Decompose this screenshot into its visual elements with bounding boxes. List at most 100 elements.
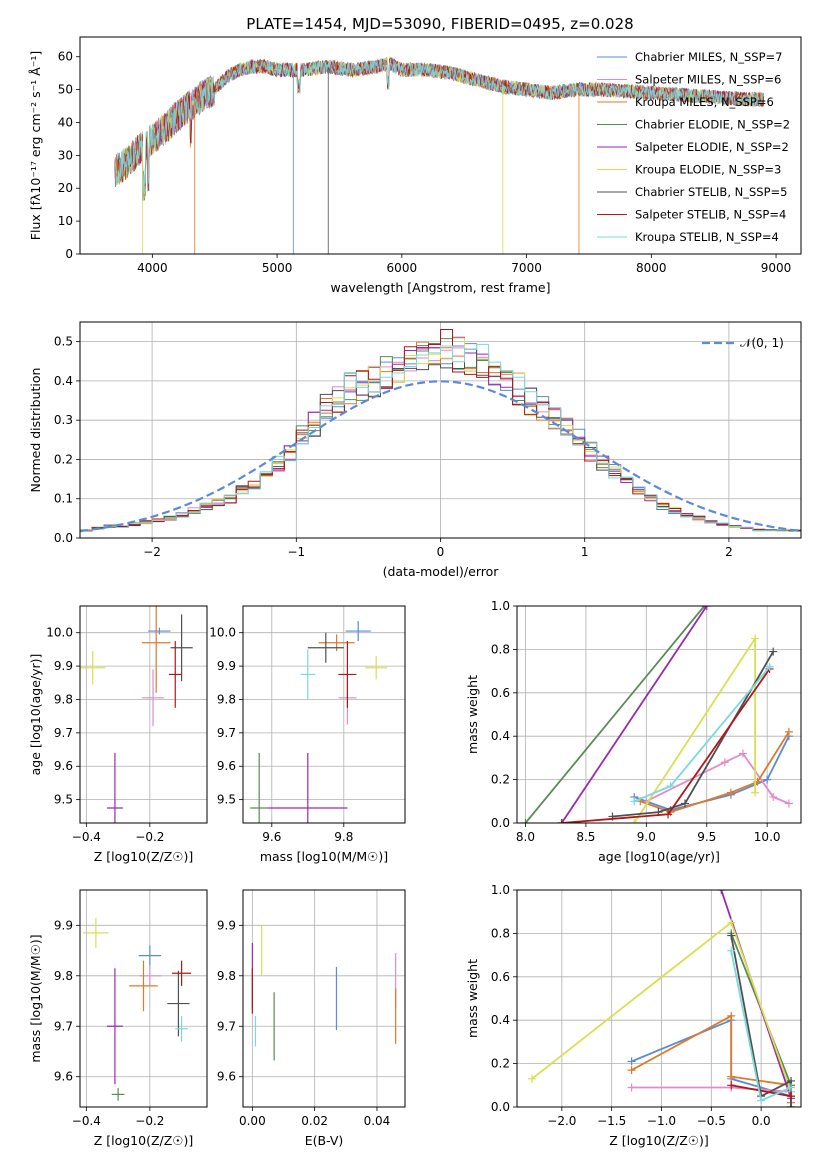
x-tick-label: −0.2	[135, 830, 164, 844]
y-tick-label: 10.0	[209, 626, 236, 640]
weight-marker	[727, 1081, 736, 1090]
y-tick-label: 9.6	[217, 759, 236, 773]
axes-frame	[79, 36, 802, 255]
x-tick-label: 10.0	[754, 830, 781, 844]
panels: 4000 5000 6000 7000 8000 90000102030405060wav…	[28, 36, 802, 1148]
panel-age-vs-Z: −0.4 −0.2 9.5 9.6 9.7 9.8 9.9 10.0 Z [log10(Z/Z☉…	[28, 605, 208, 864]
y-tick-label: 9.7	[217, 1019, 236, 1033]
weight-marker	[751, 788, 760, 797]
weight-marker	[769, 792, 778, 801]
y-tick-label: 0.2	[54, 452, 73, 466]
y-tick-label: 60	[58, 50, 73, 64]
axes-frame	[516, 889, 802, 1108]
weight-marker	[521, 819, 530, 823]
y-tick-label: 10.0	[46, 626, 73, 640]
y-axis-label: mass weight	[465, 959, 480, 1038]
axes-frame	[79, 605, 208, 824]
panel-residuals: −2 −1 0 1 2 0.0 0.1 0.2 0.3 0.4 0.5 (data-model)/er…	[28, 321, 802, 579]
x-tick-label: −0.5	[697, 1114, 726, 1128]
y-tick-label: 0.8	[491, 926, 510, 940]
panel-massweight-vs-Z: −2.0 −1.5 −1.0 −0.5 0.0 0.0 0.2 0.4 0.6 0.8 1.0 Z […	[465, 883, 802, 1148]
weight-marker	[738, 749, 747, 758]
figure-title: PLATE=1454, MJD=53090, FIBERID=0495, z=0…	[246, 15, 633, 33]
y-axis-label: mass weight	[465, 675, 480, 754]
panel-mass-vs-EBV: 0.00 0.02 0.04 9.6 9.7 9.8 9.9 E(B-V)	[217, 889, 406, 1148]
plot-area-age-vs-mass	[243, 606, 405, 823]
x-tick-label: 7000	[511, 261, 542, 275]
weight-marker	[557, 819, 566, 823]
axes-frame	[242, 889, 406, 1108]
x-tick-label: 0	[437, 545, 445, 559]
weight-series-line	[633, 666, 771, 803]
weight-marker	[680, 799, 689, 808]
y-tick-label: 50	[58, 83, 73, 97]
weight-marker	[787, 1092, 796, 1101]
x-axis-label: wavelength [Angstrom, rest frame]	[330, 280, 550, 295]
y-tick-label: 10	[58, 214, 73, 228]
y-tick-label: 9.7	[54, 726, 73, 740]
x-axis-label: Z [log10(Z/Z☉)]	[94, 1133, 194, 1148]
x-tick-label: 1	[581, 545, 589, 559]
panel-age-vs-mass: 9.6 9.8 9.5 9.6 9.7 9.8 9.9 10.0 mass [log10(M/M…	[209, 605, 406, 864]
weight-marker	[769, 647, 778, 656]
x-tick-label: −1.5	[597, 1114, 626, 1128]
plot-area-mass-vs-Z	[80, 890, 207, 1107]
legend-label: Kroupa MILES, N_SSP=6	[635, 95, 774, 109]
y-tick-label: 0.2	[491, 773, 510, 787]
weight-marker	[727, 931, 736, 940]
weight-marker	[726, 788, 735, 797]
y-tick-label: 9.8	[217, 969, 236, 983]
y-tick-label: 1.0	[491, 883, 510, 897]
x-axis-label: age [log10(age/yr)]	[598, 849, 720, 864]
y-tick-label: 0.5	[54, 335, 73, 349]
axes-frame	[79, 321, 802, 539]
y-tick-label: 9.7	[54, 1019, 73, 1033]
y-tick-label: 0	[65, 247, 73, 261]
x-tick-label: −1.0	[647, 1114, 676, 1128]
weight-marker	[527, 1074, 536, 1083]
y-tick-label: 0.4	[54, 374, 73, 388]
plot-area-massweight-vs-age	[517, 606, 801, 823]
x-axis-label: Z [log10(Z/Z☉)]	[609, 1133, 709, 1148]
legend-label: Salpeter MILES, N_SSP=6	[635, 73, 781, 87]
axes-frame	[242, 605, 406, 824]
y-tick-label: 0.0	[491, 816, 510, 830]
y-tick-label: 0.4	[491, 1013, 510, 1027]
weight-marker	[763, 775, 772, 784]
normal-curve	[80, 380, 801, 533]
x-tick-label: 9.5	[697, 830, 716, 844]
y-tick-label: 1.0	[491, 599, 510, 613]
y-tick-label: 9.8	[217, 692, 236, 706]
x-axis-label: Z [log10(Z/Z☉)]	[94, 849, 194, 864]
legend: 𝒩(0, 1)	[702, 336, 784, 350]
weight-marker	[784, 799, 793, 808]
legend-label: Salpeter ELODIE, N_SSP=2	[635, 140, 789, 154]
x-tick-label: −0.4	[72, 1114, 101, 1128]
y-tick-label: 0.0	[54, 531, 73, 545]
weight-marker	[666, 782, 675, 791]
legend-label: 𝒩(0, 1)	[740, 336, 784, 350]
x-tick-label: 8.5	[576, 830, 595, 844]
weight-marker	[784, 727, 793, 736]
weight-marker	[757, 1096, 766, 1105]
weight-marker	[727, 1072, 736, 1081]
y-tick-label: 9.5	[54, 793, 73, 807]
legend-label: Kroupa ELODIE, N_SSP=3	[635, 163, 781, 177]
panel-spectrum: 4000 5000 6000 7000 8000 9000 0 10 20 30 40 50 60 wav…	[28, 36, 802, 295]
y-tick-label: 0.1	[54, 492, 73, 506]
y-tick-label: 9.9	[217, 659, 236, 673]
weight-marker	[627, 1057, 636, 1066]
y-tick-label: 0.2	[491, 1057, 510, 1071]
y-axis-label: Normed distribution	[28, 368, 43, 493]
x-tick-label: 9.0	[637, 830, 656, 844]
x-tick-label: 9.8	[334, 830, 353, 844]
y-axis-label: mass [log10(M/M☉)]	[28, 934, 43, 1062]
x-tick-label: 4000	[137, 261, 168, 275]
x-tick-label: 0.04	[364, 1114, 391, 1128]
x-axis-label: (data-model)/error	[383, 564, 500, 579]
x-tick-label: −0.4	[72, 830, 101, 844]
y-tick-label: 40	[58, 115, 73, 129]
x-tick-label: 0.02	[301, 1114, 328, 1128]
axes-frame	[516, 605, 802, 824]
